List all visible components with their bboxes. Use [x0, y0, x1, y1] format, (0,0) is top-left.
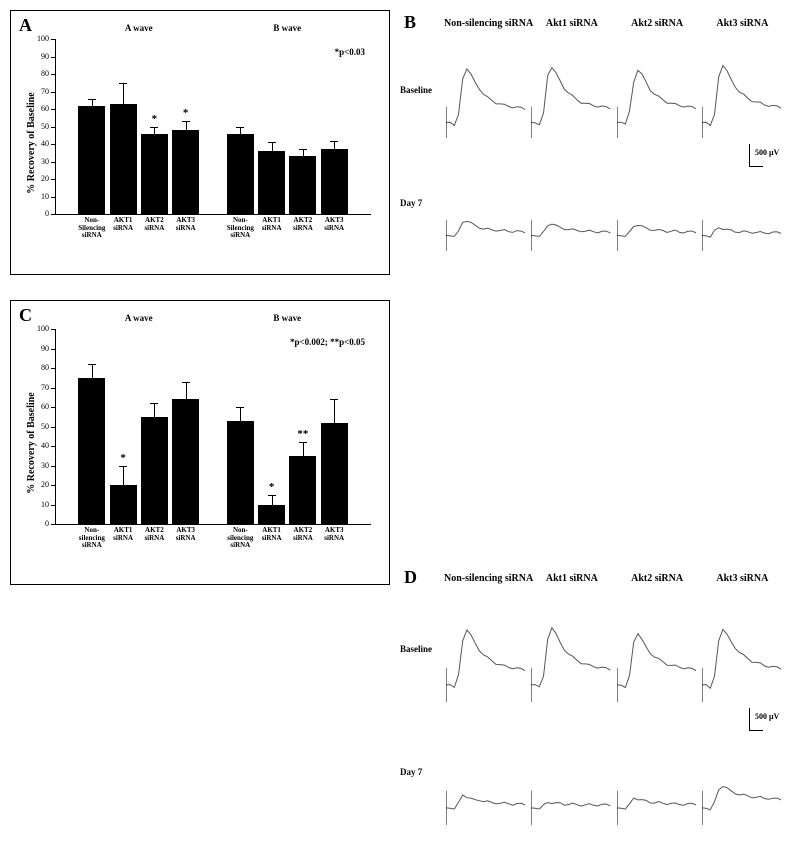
bar: *	[110, 329, 137, 524]
scalebar-label: 500 μV	[755, 712, 779, 721]
bar: *	[141, 39, 168, 214]
group-label: B wave	[222, 313, 352, 323]
panel-D: D Non-silencing siRNAAkt1 siRNAAkt2 siRNA…	[400, 565, 795, 850]
trace	[446, 599, 525, 714]
y-tick-label: 10	[27, 500, 49, 509]
trace	[702, 44, 781, 149]
y-tick-label: 70	[27, 383, 49, 392]
trace	[617, 44, 696, 149]
significance-star: *	[183, 107, 189, 119]
trace-column-label: Akt1 siRNA	[529, 573, 614, 584]
bar	[141, 329, 168, 524]
y-tick-label: 0	[27, 519, 49, 528]
trace	[702, 722, 781, 837]
y-tick-label: 90	[27, 344, 49, 353]
category-label: Non-SilencingsiRNA	[76, 217, 107, 240]
trace-row-label: Day 7	[400, 767, 444, 777]
trace	[617, 722, 696, 837]
category-label: Non-silencingsiRNA	[225, 527, 256, 550]
scalebar-label: 500 μV	[755, 148, 779, 157]
category-label: Non-silencingsiRNA	[76, 527, 107, 550]
trace-row-label: Baseline	[400, 85, 444, 95]
category-label: AKT1siRNA	[256, 527, 287, 542]
bar	[321, 329, 348, 524]
category-label: AKT2siRNA	[139, 217, 170, 232]
trace-column-label: Akt3 siRNA	[700, 18, 785, 29]
category-label: AKT3siRNA	[170, 527, 201, 542]
bar	[227, 329, 254, 524]
y-tick-label: 100	[27, 34, 49, 43]
panel-A: A0102030405060708090100% Recovery of Bas…	[10, 10, 390, 275]
panel-C: C0102030405060708090100% Recovery of Bas…	[10, 300, 390, 585]
y-tick-label: 80	[27, 69, 49, 78]
group-label: A wave	[74, 23, 204, 33]
category-label: Non-SilencingsiRNA	[225, 217, 256, 240]
trace-column-label: Akt2 siRNA	[615, 18, 700, 29]
panel-B: B Non-silencing siRNAAkt1 siRNAAkt2 siRNA…	[400, 10, 795, 275]
bar	[321, 39, 348, 214]
panel-label: D	[404, 567, 417, 588]
bar	[78, 39, 105, 214]
y-tick-label: 80	[27, 363, 49, 372]
trace-row-label: Baseline	[400, 644, 444, 654]
significance-star: *	[269, 481, 275, 493]
trace	[531, 44, 610, 149]
trace-column-label: Non-silencing siRNA	[444, 18, 529, 29]
bar	[258, 39, 285, 214]
bar	[227, 39, 254, 214]
trace-column-label: Non-silencing siRNA	[444, 573, 529, 584]
trace	[446, 44, 525, 149]
bar	[110, 39, 137, 214]
trace-row-label: Day 7	[400, 198, 444, 208]
bar	[78, 329, 105, 524]
trace	[617, 599, 696, 714]
trace	[446, 157, 525, 262]
category-label: AKT2siRNA	[287, 217, 318, 232]
y-axis-label: % Recovery of Baseline	[26, 92, 37, 193]
trace-column-label: Akt1 siRNA	[529, 18, 614, 29]
figure-root: A0102030405060708090100% Recovery of Bas…	[0, 0, 800, 597]
scalebar: 500 μV	[749, 708, 789, 738]
scalebar: 500 μV	[749, 144, 789, 174]
category-label: AKT1siRNA	[107, 217, 138, 232]
trace	[446, 722, 525, 837]
significance-star: *	[120, 452, 126, 464]
trace	[617, 157, 696, 262]
bar: *	[172, 39, 199, 214]
trace	[531, 599, 610, 714]
category-label: AKT2siRNA	[139, 527, 170, 542]
y-tick-label: 100	[27, 324, 49, 333]
trace	[531, 722, 610, 837]
y-tick-label: 90	[27, 52, 49, 61]
trace	[531, 157, 610, 262]
category-label: AKT3siRNA	[319, 217, 350, 232]
category-label: AKT1siRNA	[256, 217, 287, 232]
significance-star: *	[152, 113, 158, 125]
category-label: AKT2siRNA	[287, 527, 318, 542]
y-tick-label: 0	[27, 209, 49, 218]
category-label: AKT3siRNA	[170, 217, 201, 232]
bar	[172, 329, 199, 524]
trace-column-label: Akt2 siRNA	[615, 573, 700, 584]
category-label: AKT1siRNA	[107, 527, 138, 542]
group-label: A wave	[74, 313, 204, 323]
trace	[702, 599, 781, 714]
group-label: B wave	[222, 23, 352, 33]
panel-label: C	[19, 305, 32, 326]
trace-column-label: Akt3 siRNA	[700, 573, 785, 584]
category-label: AKT3siRNA	[319, 527, 350, 542]
significance-star: **	[297, 428, 308, 440]
y-axis-label: % Recovery of Baseline	[26, 392, 37, 493]
panel-label: B	[404, 12, 416, 33]
bar: **	[289, 329, 316, 524]
bar: *	[258, 329, 285, 524]
bar	[289, 39, 316, 214]
panel-label: A	[19, 15, 32, 36]
